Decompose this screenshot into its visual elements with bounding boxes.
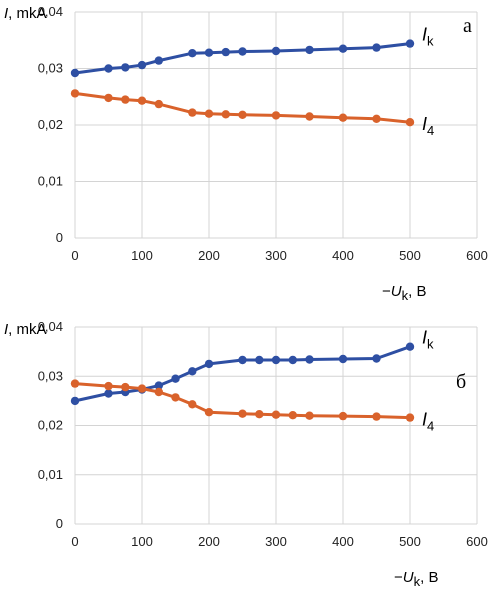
data-point	[372, 354, 381, 363]
data-point	[405, 118, 415, 127]
data-point	[255, 355, 264, 365]
x-tick-label: 500	[399, 248, 421, 263]
data-point	[188, 49, 197, 58]
data-point	[255, 410, 264, 419]
data-point	[372, 412, 381, 421]
x-tick-label: 0	[71, 248, 78, 263]
x-tick-label: 200	[198, 534, 220, 549]
data-point	[188, 400, 197, 409]
panel-label: б	[456, 371, 466, 393]
data-point	[221, 47, 230, 57]
panel-label: а	[463, 15, 472, 37]
data-point	[104, 93, 113, 103]
x-tick-label: 100	[131, 534, 153, 549]
data-point	[171, 374, 180, 383]
data-point	[137, 96, 147, 105]
data-point	[188, 108, 197, 117]
series-label-Ik: Ik	[422, 328, 434, 352]
data-point	[121, 63, 130, 72]
data-point	[70, 379, 80, 388]
x-tick-label: 200	[198, 248, 220, 263]
y-tick-label: 0	[56, 230, 63, 245]
data-point	[104, 381, 113, 391]
data-point	[238, 47, 247, 56]
series-label-I4: I4	[422, 114, 434, 138]
x-tick-label: 300	[265, 534, 287, 549]
data-point	[271, 355, 281, 365]
data-point	[204, 109, 214, 118]
y-tick-label: 0,02	[38, 418, 63, 433]
x-tick-label: 100	[131, 248, 153, 263]
data-point	[154, 387, 163, 397]
data-point	[121, 95, 130, 104]
y-tick-label: 0	[56, 516, 63, 531]
y-tick-label: 0,04	[38, 4, 63, 19]
data-point	[70, 89, 80, 98]
x-tick-label: 0	[71, 534, 78, 549]
data-point	[305, 411, 314, 420]
data-point	[154, 99, 163, 109]
y-axis-title: I, mkA	[4, 5, 47, 22]
data-point	[204, 408, 214, 417]
data-point	[288, 355, 297, 365]
y-tick-label: 0,01	[38, 174, 63, 189]
data-point	[305, 45, 314, 55]
data-point	[405, 39, 415, 48]
series-line-I4	[74, 382, 411, 420]
y-tick-label: 0,03	[38, 61, 63, 76]
data-point	[238, 409, 247, 418]
data-point	[338, 411, 348, 421]
data-point	[137, 60, 147, 70]
x-tick-label: 400	[332, 534, 354, 549]
y-axis-title: I, mkA	[4, 321, 47, 338]
x-axis-title: −Uk, В	[394, 569, 438, 589]
series-line-Ik	[74, 345, 411, 403]
data-point	[188, 367, 197, 376]
data-point	[405, 342, 415, 351]
y-tick-label: 0,01	[38, 467, 63, 482]
y-tick-label: 0,04	[38, 319, 63, 334]
data-point	[238, 110, 247, 120]
data-point	[271, 111, 281, 120]
data-point	[70, 68, 80, 78]
data-point	[121, 382, 130, 392]
chart-panel-a: 0 0,01 0,02 0,03 0,04 0 100 200 300 400 500 600 I, m…	[4, 4, 488, 300]
x-tick-label: 300	[265, 248, 287, 263]
x-axis-title: −Uk, В	[382, 283, 426, 300]
x-tick-label: 600	[466, 534, 488, 549]
data-point	[137, 384, 147, 393]
x-tick-label: 600	[466, 248, 488, 263]
data-point	[372, 43, 381, 52]
series-label-Ik: Ik	[422, 25, 434, 49]
y-tick-label: 0,03	[38, 368, 63, 383]
data-point	[154, 381, 163, 390]
data-point	[338, 44, 348, 53]
data-point	[70, 396, 80, 406]
data-point	[288, 411, 297, 420]
data-point	[338, 354, 348, 364]
x-tick-label: 500	[399, 534, 421, 549]
x-tick-label: 400	[332, 248, 354, 263]
data-point	[104, 389, 113, 398]
y-tick-label: 0,02	[38, 117, 63, 132]
data-point	[104, 64, 113, 73]
data-point	[305, 355, 314, 364]
data-point	[171, 393, 180, 402]
data-point	[405, 413, 415, 422]
data-point	[338, 113, 348, 122]
data-point	[204, 359, 214, 369]
data-point	[372, 114, 381, 124]
data-point	[305, 112, 314, 121]
chart-panel-b: 0 0,01 0,02 0,03 0,04 0 100 200 300 400 500 600 I, m…	[4, 319, 488, 589]
data-point	[271, 46, 281, 56]
data-point	[154, 56, 163, 65]
series-label-I4: I4	[422, 410, 434, 434]
data-point	[221, 110, 230, 119]
data-point	[271, 410, 281, 419]
data-point	[204, 48, 214, 57]
data-point	[238, 355, 247, 365]
